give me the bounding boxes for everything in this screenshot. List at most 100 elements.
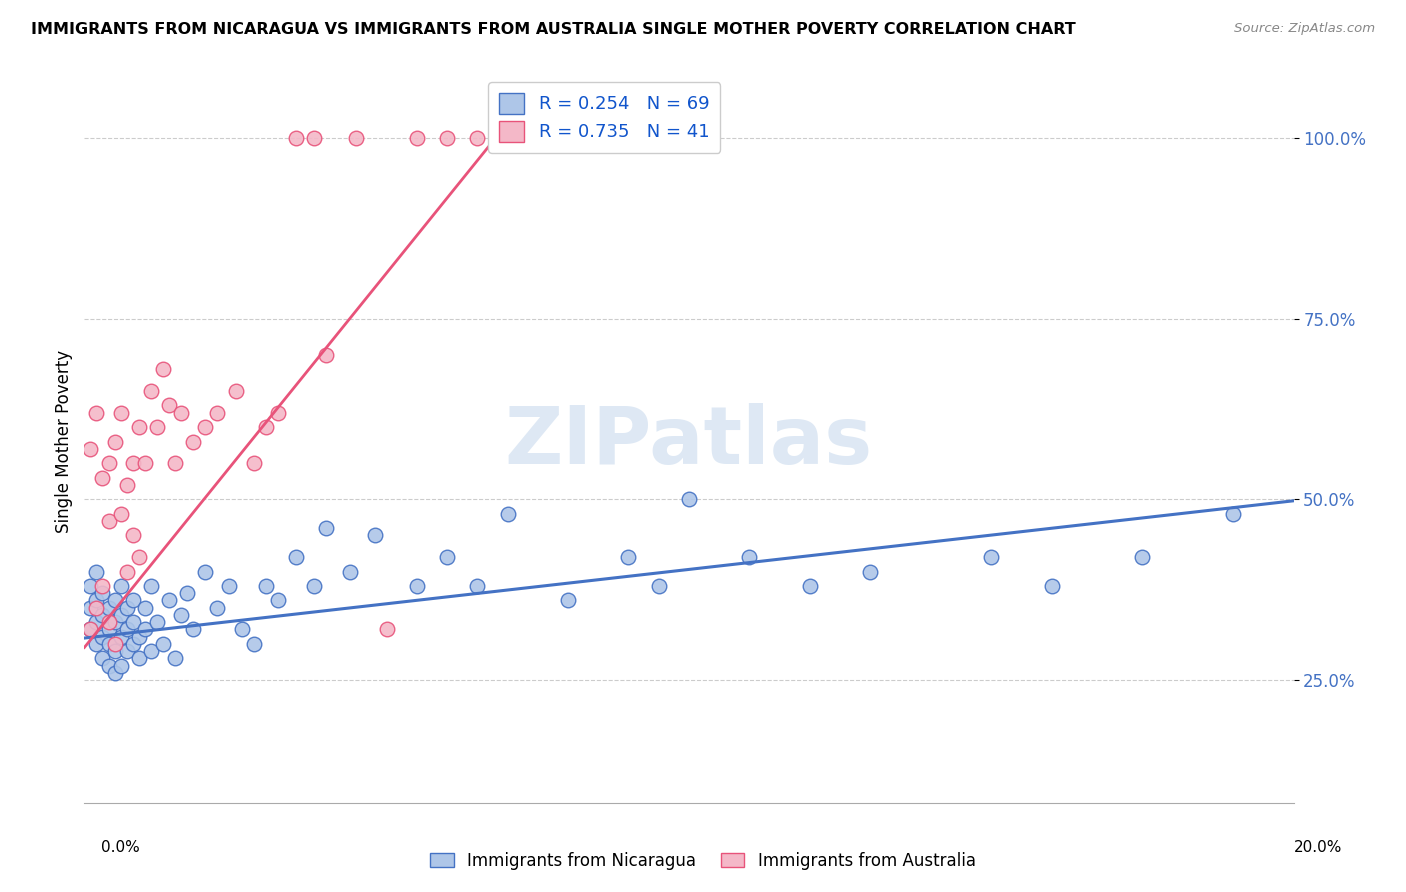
Point bbox=[79, 442, 101, 456]
Point bbox=[110, 658, 132, 673]
Point bbox=[315, 521, 337, 535]
Point bbox=[170, 607, 193, 622]
Point bbox=[254, 420, 277, 434]
Point bbox=[406, 131, 429, 145]
Point bbox=[152, 362, 174, 376]
Point bbox=[218, 579, 240, 593]
Point bbox=[617, 550, 640, 565]
Point bbox=[79, 623, 101, 637]
Point bbox=[315, 348, 337, 362]
Point bbox=[980, 550, 1002, 565]
Point bbox=[86, 593, 108, 607]
Point bbox=[207, 600, 229, 615]
Point bbox=[146, 615, 169, 630]
Point bbox=[165, 456, 187, 470]
Point bbox=[104, 637, 127, 651]
Text: ZIPatlas: ZIPatlas bbox=[505, 402, 873, 481]
Point bbox=[194, 565, 217, 579]
Point bbox=[86, 565, 108, 579]
Point bbox=[97, 615, 120, 630]
Point bbox=[1130, 550, 1153, 565]
Point bbox=[97, 514, 120, 528]
Point bbox=[97, 623, 120, 637]
Point bbox=[406, 579, 429, 593]
Point bbox=[139, 579, 162, 593]
Point bbox=[1040, 579, 1063, 593]
Point bbox=[134, 456, 156, 470]
Point bbox=[128, 420, 150, 434]
Point bbox=[110, 607, 132, 622]
Text: 20.0%: 20.0% bbox=[1295, 840, 1343, 855]
Point bbox=[181, 434, 204, 449]
Point bbox=[254, 579, 277, 593]
Point bbox=[115, 478, 138, 492]
Point bbox=[115, 600, 138, 615]
Point bbox=[134, 600, 156, 615]
Point bbox=[91, 630, 114, 644]
Point bbox=[91, 470, 114, 484]
Point bbox=[91, 607, 114, 622]
Point bbox=[285, 550, 308, 565]
Point bbox=[128, 651, 150, 665]
Point bbox=[79, 579, 101, 593]
Point bbox=[231, 623, 253, 637]
Point bbox=[363, 528, 385, 542]
Point bbox=[86, 600, 108, 615]
Point bbox=[467, 579, 489, 593]
Point bbox=[79, 623, 101, 637]
Point bbox=[110, 406, 132, 420]
Point bbox=[115, 644, 138, 658]
Point bbox=[121, 593, 143, 607]
Point bbox=[110, 630, 132, 644]
Point bbox=[97, 637, 120, 651]
Legend: R = 0.254   N = 69, R = 0.735   N = 41: R = 0.254 N = 69, R = 0.735 N = 41 bbox=[488, 82, 720, 153]
Point bbox=[104, 434, 127, 449]
Point bbox=[121, 528, 143, 542]
Point bbox=[115, 623, 138, 637]
Point bbox=[375, 623, 398, 637]
Point bbox=[91, 579, 114, 593]
Point bbox=[181, 623, 204, 637]
Point bbox=[121, 637, 143, 651]
Point bbox=[134, 623, 156, 637]
Point bbox=[170, 406, 193, 420]
Point bbox=[225, 384, 247, 398]
Point bbox=[302, 579, 325, 593]
Point bbox=[91, 651, 114, 665]
Point bbox=[267, 406, 290, 420]
Point bbox=[128, 630, 150, 644]
Point bbox=[121, 615, 143, 630]
Point bbox=[678, 492, 700, 507]
Point bbox=[436, 131, 458, 145]
Point bbox=[302, 131, 325, 145]
Point bbox=[86, 637, 108, 651]
Point bbox=[152, 637, 174, 651]
Point bbox=[121, 456, 143, 470]
Point bbox=[346, 131, 368, 145]
Point bbox=[104, 593, 127, 607]
Point bbox=[139, 644, 162, 658]
Point bbox=[157, 593, 180, 607]
Point bbox=[242, 637, 264, 651]
Point bbox=[146, 420, 169, 434]
Point bbox=[859, 565, 882, 579]
Point bbox=[97, 600, 120, 615]
Point bbox=[91, 586, 114, 600]
Point bbox=[1222, 507, 1244, 521]
Point bbox=[110, 579, 132, 593]
Point bbox=[648, 579, 671, 593]
Point bbox=[496, 507, 519, 521]
Point bbox=[267, 593, 290, 607]
Point bbox=[104, 665, 127, 680]
Text: 0.0%: 0.0% bbox=[101, 840, 141, 855]
Point bbox=[467, 131, 489, 145]
Point bbox=[79, 600, 101, 615]
Point bbox=[799, 579, 821, 593]
Point bbox=[104, 615, 127, 630]
Point bbox=[157, 398, 180, 412]
Text: IMMIGRANTS FROM NICARAGUA VS IMMIGRANTS FROM AUSTRALIA SINGLE MOTHER POVERTY COR: IMMIGRANTS FROM NICARAGUA VS IMMIGRANTS … bbox=[31, 22, 1076, 37]
Legend: Immigrants from Nicaragua, Immigrants from Australia: Immigrants from Nicaragua, Immigrants fr… bbox=[426, 847, 980, 875]
Point bbox=[285, 131, 308, 145]
Point bbox=[242, 456, 264, 470]
Point bbox=[139, 384, 162, 398]
